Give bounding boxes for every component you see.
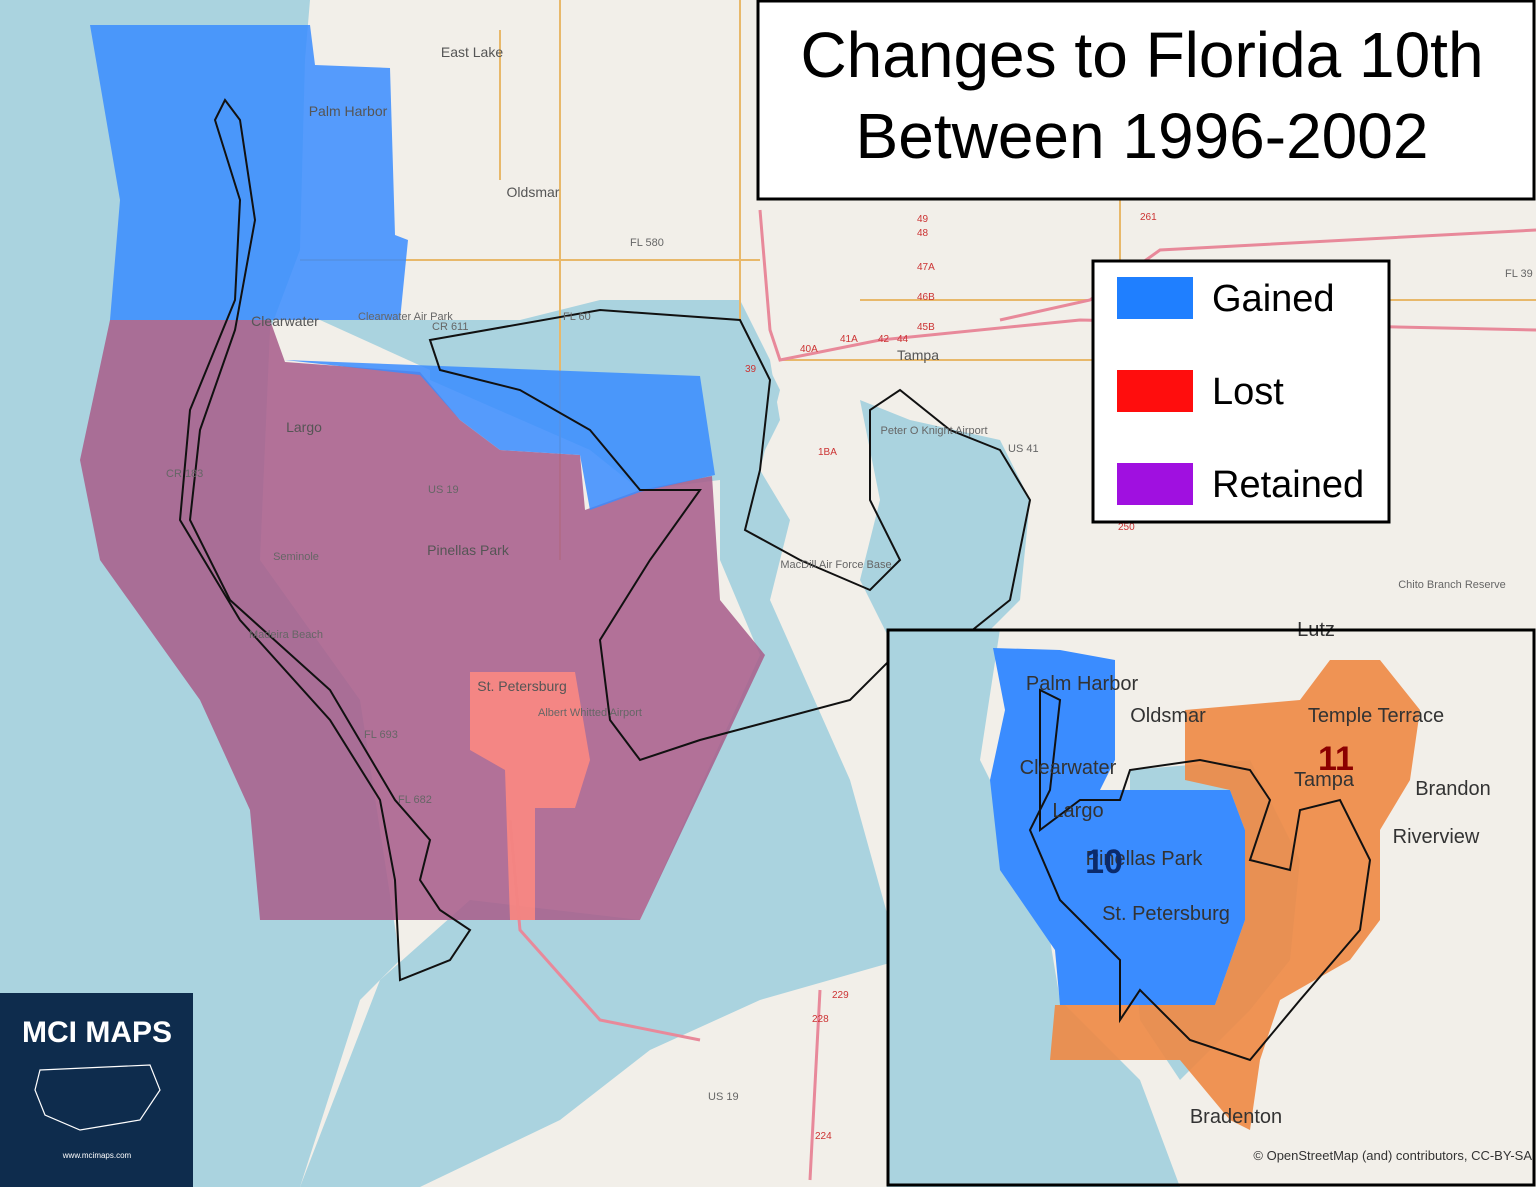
legend-swatch bbox=[1117, 463, 1193, 505]
road-number: 41A bbox=[840, 334, 858, 345]
legend: Gained Lost Retained bbox=[1117, 277, 1364, 506]
place-label: Seminole bbox=[273, 551, 319, 563]
inset-frame bbox=[886, 628, 1536, 1187]
place-label: Clearwater Air Park bbox=[358, 311, 453, 323]
place-labels: East Lake Palm Harbor Oldsmar Clearwater… bbox=[249, 44, 1506, 719]
road-number: 39 bbox=[745, 364, 757, 375]
road-label: FL 693 bbox=[364, 729, 398, 741]
road-number: 228 bbox=[812, 1014, 829, 1025]
inset-place-label: Tampa bbox=[1294, 769, 1355, 791]
road-label: FL 60 bbox=[563, 311, 591, 323]
inset-place-label: Largo bbox=[1052, 800, 1103, 822]
logo-name: MCI MAPS bbox=[22, 1016, 172, 1049]
title-box bbox=[756, 0, 1536, 201]
place-label: Chito Branch Reserve bbox=[1398, 579, 1506, 591]
place-label: Tampa bbox=[897, 347, 939, 363]
bay-water bbox=[300, 310, 900, 1187]
gained-area bbox=[90, 25, 408, 320]
place-label: East Lake bbox=[441, 44, 503, 60]
road-label: US 19 bbox=[428, 484, 459, 496]
hillsborough-bay bbox=[860, 400, 1030, 640]
place-label: Pinellas Park bbox=[427, 542, 510, 558]
retained-area bbox=[80, 320, 765, 920]
inset-place-label: Riverview bbox=[1393, 826, 1480, 848]
inset-place-label: St. Petersburg bbox=[1102, 903, 1230, 925]
road-number: 48 bbox=[917, 228, 929, 239]
road-number: 49 bbox=[917, 214, 929, 225]
place-label: St. Petersburg bbox=[477, 678, 567, 694]
district-label: 10 bbox=[1085, 843, 1123, 881]
road-number: 47A bbox=[917, 262, 935, 273]
road-label: CR 611 bbox=[432, 321, 468, 333]
road-label: CR 183 bbox=[166, 468, 203, 480]
place-label: MacDill Air Force Base bbox=[780, 559, 891, 571]
logo-box bbox=[0, 993, 193, 1187]
lost-area bbox=[470, 672, 590, 920]
road-number: 229 bbox=[832, 990, 849, 1001]
inset-place-label: Bradenton bbox=[1190, 1106, 1282, 1128]
logo-usa-map bbox=[34, 1064, 161, 1131]
inset-place-label: Palm Harbor bbox=[1026, 673, 1139, 695]
legend-label: Gained bbox=[1212, 278, 1335, 320]
current-district-outline bbox=[178, 98, 1032, 982]
title-line: Between 1996-2002 bbox=[856, 100, 1429, 172]
legend-swatch bbox=[1117, 277, 1193, 319]
road-number: 1BA bbox=[818, 447, 837, 458]
road-label: US 19 bbox=[708, 1091, 739, 1103]
road-number: 44 bbox=[897, 334, 909, 345]
road-labels: FL 580 CR 611 FL 60 US 19 CR 183 US 41 F… bbox=[166, 212, 1533, 1142]
place-label: Oldsmar bbox=[507, 184, 560, 200]
gained-area bbox=[285, 360, 715, 510]
inset-district-10 bbox=[990, 648, 1245, 1005]
inset-place-label: Clearwater bbox=[1020, 757, 1117, 779]
inset-map: Lutz Palm Harbor Oldsmar Temple Terrace … bbox=[886, 619, 1536, 1187]
district-label: 11 bbox=[1318, 740, 1354, 778]
inset-outline bbox=[1028, 688, 1372, 1062]
road-label: US 41 bbox=[1008, 443, 1039, 455]
road-number: 250 bbox=[1118, 522, 1135, 533]
title-line: Changes to Florida 10th bbox=[800, 19, 1483, 91]
place-label: Peter O Knight Airport bbox=[881, 425, 988, 437]
inset-place-label: Brandon bbox=[1415, 778, 1491, 800]
legend-swatch bbox=[1117, 370, 1193, 412]
place-label: Largo bbox=[286, 419, 322, 435]
attribution: © OpenStreetMap (and) contributors, CC-B… bbox=[1253, 1148, 1532, 1163]
place-label: Clearwater bbox=[251, 313, 319, 329]
road-number: 224 bbox=[815, 1131, 832, 1142]
road-number: 45B bbox=[917, 322, 935, 333]
road-number: 40A bbox=[800, 344, 818, 355]
road-label: FL 682 bbox=[398, 794, 432, 806]
inset-place-label: Oldsmar bbox=[1130, 705, 1206, 727]
road-label: FL 39 bbox=[1505, 268, 1533, 280]
place-label: Palm Harbor bbox=[309, 103, 388, 119]
road-label: FL 580 bbox=[630, 237, 664, 249]
inset-place-label: Pinellas Park bbox=[1086, 848, 1204, 870]
road-number: 42 bbox=[878, 334, 890, 345]
old-tampa-bay bbox=[320, 300, 780, 475]
place-label: Madeira Beach bbox=[249, 629, 323, 641]
road-number: 46B bbox=[917, 292, 935, 303]
logo-url: www.mcimaps.com bbox=[62, 1151, 132, 1160]
legend-label: Retained bbox=[1212, 464, 1364, 506]
inset-place-label: Temple Terrace bbox=[1308, 705, 1444, 727]
place-label: Albert Whitted Airport bbox=[538, 707, 642, 719]
inset-district-11 bbox=[1050, 660, 1420, 1130]
road-number: 261 bbox=[1140, 212, 1157, 223]
legend-label: Lost bbox=[1212, 371, 1284, 413]
